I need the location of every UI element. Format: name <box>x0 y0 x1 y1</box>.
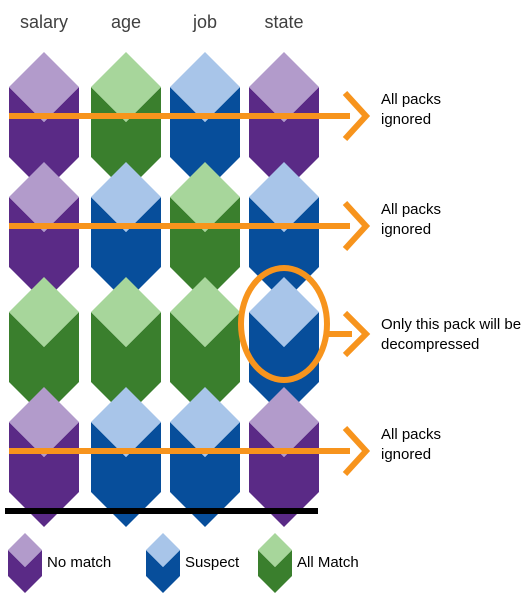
legend-swatch <box>146 533 180 593</box>
pack-no-match-top <box>249 387 319 457</box>
pack-no-match-top <box>9 52 79 122</box>
pack-no-match-top <box>249 52 319 122</box>
legend-swatch-top <box>8 533 42 567</box>
pack-row-2: All packs ignored <box>9 162 441 302</box>
pack-all-match-body <box>9 312 79 417</box>
pack-rows: All packs ignored All packs ignored Only thi… <box>9 52 521 527</box>
skip-arrow-head <box>342 200 371 252</box>
legend-item-no-match: No match <box>8 533 111 593</box>
legend-swatch-body <box>8 550 42 593</box>
pack-all-match-top <box>170 162 240 232</box>
pack-suspect-top <box>91 162 161 232</box>
legend-label: Suspect <box>185 554 240 571</box>
pack-all-match-top <box>170 277 240 347</box>
legend-label: No match <box>47 554 111 571</box>
pack-suspect-top <box>170 52 240 122</box>
row-result-label: All packs <box>381 91 441 108</box>
pack-suspect <box>170 387 240 527</box>
column-header-age: age <box>111 12 141 32</box>
legend-label: All Match <box>297 554 359 571</box>
column-header-salary: salary <box>20 12 68 32</box>
pack-row-1: All packs ignored <box>9 52 441 192</box>
skip-arrow-head <box>342 425 371 477</box>
pack-row-4: All packs ignored <box>9 387 441 527</box>
pack-row-3: Only this pack will be decompressed <box>9 265 521 417</box>
legend-swatch-body <box>146 550 180 593</box>
pack-no-match <box>249 387 319 527</box>
pack-suspect <box>91 387 161 527</box>
legend-item-all-match: All Match <box>258 533 359 593</box>
pack-all-match-body <box>170 312 240 417</box>
row-result-label: All packs <box>381 426 441 443</box>
pack-suspect-top <box>249 277 319 347</box>
legend: No match Suspect All Match <box>8 533 359 593</box>
row-result-label: ignored <box>381 221 431 238</box>
pack-no-match <box>9 387 79 527</box>
column-headers: salary age job state <box>20 12 304 32</box>
row-result-label: Only this pack will be <box>381 316 521 333</box>
skip-arrow-head <box>342 90 371 142</box>
pack-all-match <box>9 277 79 417</box>
pack-all-match-top <box>9 277 79 347</box>
legend-swatch-body <box>258 550 292 593</box>
pack-all-match <box>91 277 161 417</box>
highlight-ring <box>238 265 330 383</box>
legend-swatch-top <box>258 533 292 567</box>
legend-swatch <box>8 533 42 593</box>
pack-suspect-top <box>249 162 319 232</box>
pack-all-match-top <box>91 52 161 122</box>
row-result-label: decompressed <box>381 336 479 353</box>
legend-swatch-top <box>146 533 180 567</box>
decompress-arrow-head <box>342 310 371 358</box>
legend-swatch <box>258 533 292 593</box>
legend-item-suspect: Suspect <box>146 533 240 593</box>
pack-suspect-body <box>249 312 319 417</box>
pack-no-match-top <box>9 387 79 457</box>
pack-suspect <box>249 277 319 417</box>
pack-all-match-body <box>91 312 161 417</box>
row-result-label: ignored <box>381 446 431 463</box>
pack-suspect-top <box>170 387 240 457</box>
column-header-state: state <box>264 12 303 32</box>
pack-all-match <box>170 277 240 417</box>
row-result-label: All packs <box>381 201 441 218</box>
column-header-job: job <box>192 12 217 32</box>
row-result-label: ignored <box>381 111 431 128</box>
pack-suspect-top <box>91 387 161 457</box>
pack-no-match-top <box>9 162 79 232</box>
pack-all-match-top <box>91 277 161 347</box>
